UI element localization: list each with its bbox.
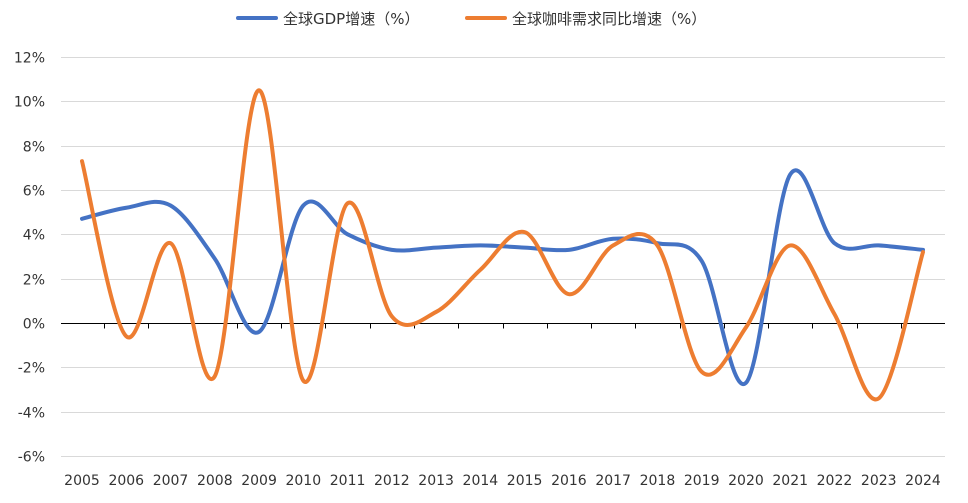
data-point [169, 204, 173, 208]
series-line-coffee [80, 88, 925, 402]
data-point [301, 379, 305, 383]
series-lines [80, 88, 925, 402]
data-point [169, 241, 173, 245]
x-tick-label: 2012 [374, 473, 410, 489]
data-point [257, 330, 261, 334]
y-tick-label: 6% [23, 184, 45, 200]
data-point [213, 257, 217, 261]
data-point [478, 268, 482, 272]
data-point [478, 243, 482, 247]
data-point [390, 248, 394, 252]
data-point [567, 292, 571, 296]
data-point [390, 314, 394, 318]
data-point [877, 243, 881, 247]
data-point [124, 206, 128, 210]
data-point [921, 250, 925, 254]
x-tick-label: 2006 [108, 473, 144, 489]
x-tick-label: 2022 [817, 473, 853, 489]
y-tick-label: -4% [18, 406, 45, 422]
data-point [700, 370, 704, 374]
y-tick-label: 8% [23, 140, 45, 156]
data-point [434, 246, 438, 250]
data-point [301, 204, 305, 208]
data-point [788, 243, 792, 247]
data-point [832, 312, 836, 316]
data-point [700, 259, 704, 263]
legend-label: 全球咖啡需求同比增速（%） [512, 10, 706, 28]
data-point [788, 172, 792, 176]
x-tick-label: 2015 [507, 473, 543, 489]
data-point [213, 374, 217, 378]
x-tick-label: 2013 [418, 473, 454, 489]
y-tick-label: 10% [14, 95, 45, 111]
data-point [655, 243, 659, 247]
data-point [124, 334, 128, 338]
x-tick-label: 2010 [285, 473, 321, 489]
y-axis-labels: 12% 10% 8% 6% 4% 2% 0% -2% -4% -6% [14, 51, 45, 466]
x-tick-label: 2017 [595, 473, 631, 489]
data-point [611, 243, 615, 247]
y-tick-label: 2% [23, 273, 45, 289]
y-tick-label: -6% [18, 450, 45, 466]
x-tick-label: 2007 [153, 473, 189, 489]
x-tick-label: 2011 [330, 473, 366, 489]
y-tick-label: 0% [23, 317, 45, 333]
x-tick-label: 2009 [241, 473, 277, 489]
data-point [80, 159, 84, 163]
data-point [80, 217, 84, 221]
x-tick-label: 2018 [640, 473, 676, 489]
data-point [523, 230, 527, 234]
x-axis: 2005 2006 2007 2008 2009 2010 2011 2012 2013 2014… [61, 323, 945, 489]
data-point [523, 246, 527, 250]
data-point [611, 237, 615, 241]
legend: 全球GDP增速（%） 全球咖啡需求同比增速（%） [236, 10, 706, 28]
x-tick-label: 2023 [861, 473, 897, 489]
data-point [877, 396, 881, 400]
y-tick-label: 12% [14, 51, 45, 67]
x-tick-label: 2008 [197, 473, 233, 489]
x-tick-label: 2005 [64, 473, 100, 489]
x-tick-label: 2016 [551, 473, 587, 489]
legend-label: 全球GDP增速（%） [283, 10, 419, 28]
data-point [744, 381, 748, 385]
x-tick-label: 2021 [772, 473, 808, 489]
data-point [346, 201, 350, 205]
data-point [434, 310, 438, 314]
data-point [346, 232, 350, 236]
x-tick-label: 2020 [728, 473, 764, 489]
gridlines [61, 57, 945, 457]
x-tick-label: 2024 [905, 473, 941, 489]
data-point [257, 88, 261, 92]
data-point [567, 248, 571, 252]
y-tick-label: -2% [18, 361, 45, 377]
data-point [832, 241, 836, 245]
x-tick-label: 2014 [463, 473, 499, 489]
data-point [744, 325, 748, 329]
x-tick-label: 2019 [684, 473, 720, 489]
y-tick-label: 4% [23, 228, 45, 244]
series-line-gdp [80, 168, 925, 387]
